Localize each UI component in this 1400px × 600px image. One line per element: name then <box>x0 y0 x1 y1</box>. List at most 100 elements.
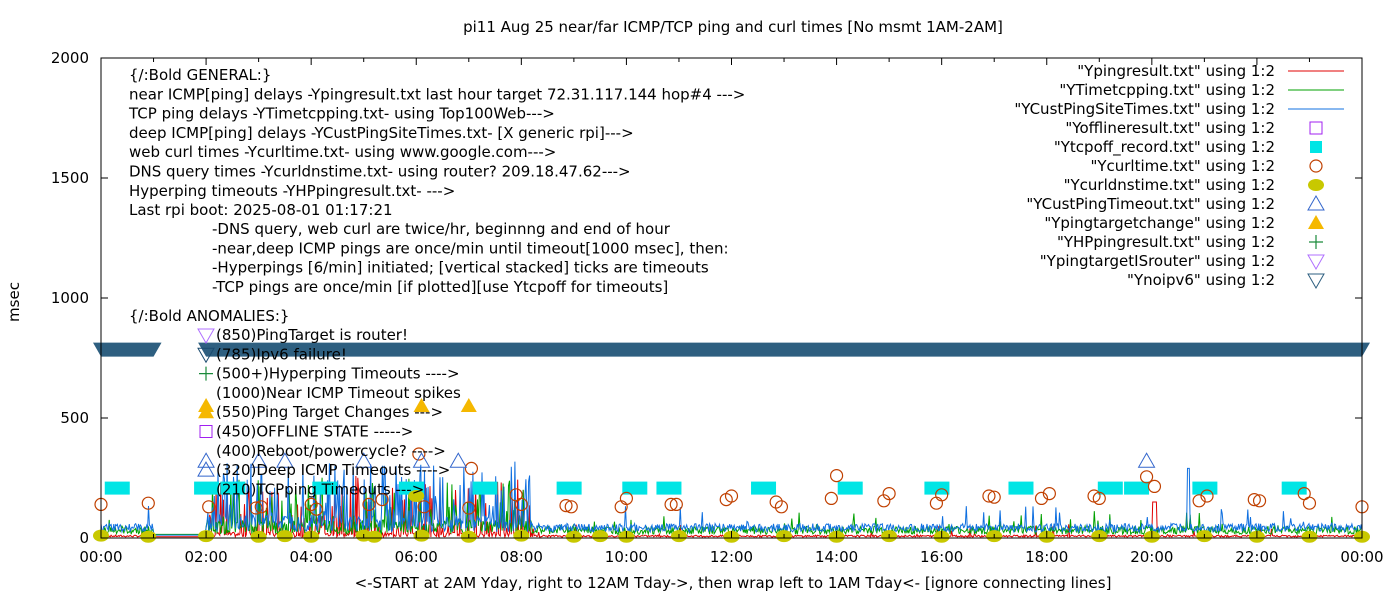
noipv6-band-segment <box>198 342 1370 357</box>
data-point-5 <box>375 493 389 507</box>
data-point-5 <box>249 501 263 515</box>
series-line-2 <box>100 461 1363 536</box>
anomaly-marker <box>197 347 215 364</box>
annotation-general: Last rpi boot: 2025-08-01 01:17:21 <box>129 201 393 219</box>
data-point-4 <box>656 481 682 495</box>
legend-marker <box>1309 159 1323 173</box>
data-point-5 <box>1302 496 1317 510</box>
data-point-5 <box>1192 494 1206 508</box>
anomaly-marker <box>197 328 215 345</box>
legend-label: "YCustPingTimeout.txt" using 1:2 <box>1026 195 1275 213</box>
noipv6-band-segment <box>93 342 162 357</box>
x-tick-label: 16:00 <box>920 548 963 566</box>
data-point-5 <box>774 500 789 514</box>
legend-marker <box>1308 179 1324 191</box>
data-point-6 <box>408 490 425 502</box>
annotation-note: -near,deep ICMP pings are once/min until… <box>212 239 729 257</box>
legend-label: "Yofflineresult.txt" using 1:2 <box>1065 119 1275 137</box>
data-point-4 <box>312 481 338 495</box>
data-point-6 <box>413 529 430 542</box>
data-point-6 <box>276 530 293 543</box>
legend-label: "Ynoipv6" using 1:2 <box>1127 271 1275 289</box>
annotation-anomalies-title: {/:Bold ANOMALIES:} <box>129 307 289 325</box>
data-point-5 <box>462 501 476 515</box>
annotation-anomaly: (785)Ipv6 failure! <box>216 345 347 363</box>
data-point-7 <box>412 452 431 468</box>
data-point-4 <box>1124 481 1150 495</box>
data-point-7 <box>1137 452 1156 468</box>
legend-label: "YHPpingresult.txt" using 1:2 <box>1057 233 1275 251</box>
data-point-4 <box>194 481 220 495</box>
data-point-7 <box>449 452 468 468</box>
annotation-anomaly: (850)PingTarget is router! <box>216 326 408 344</box>
legend-label: "Ytcpoff_record.txt" using 1:2 <box>1054 138 1275 157</box>
data-point-5 <box>1092 491 1106 505</box>
data-point-5 <box>619 491 634 505</box>
data-point-5 <box>1247 493 1261 507</box>
data-point-5 <box>417 500 431 514</box>
data-point-5 <box>769 495 783 509</box>
annotation-anomaly: (550)Ping Target Changes ---> <box>216 403 443 421</box>
data-point-5 <box>829 469 844 483</box>
data-point-5 <box>1042 487 1056 501</box>
data-point-6 <box>140 530 157 543</box>
axes: 0 500 1000 1500 2000 00:00 02:00 04:00 06:00 08:0… <box>51 49 1384 566</box>
annotation-anomaly: (210)TCPping Timeouts ---> <box>216 480 424 498</box>
legend-marker <box>1310 141 1322 153</box>
x-axis-label: <-START at 2AM Yday, right to 12AM Tday-… <box>355 574 1112 592</box>
data-point-5 <box>309 502 324 516</box>
annotation-anomaly: (400)Reboot/powercycle? ----> <box>216 442 446 460</box>
annotation-general: TCP ping delays -YTimetcpping.txt- using… <box>128 105 555 123</box>
data-point-5 <box>304 497 318 511</box>
legend-label: "Ypingtargetchange" using 1:2 <box>1044 214 1275 232</box>
legend-label: "YpingtargetISrouter" using 1:2 <box>1040 252 1275 270</box>
y-tick-label: 1000 <box>51 289 89 307</box>
data-point-4 <box>1281 481 1307 495</box>
x-tick-label: 08:00 <box>500 548 543 566</box>
legend-label: "Ycurltime.txt" using 1:2 <box>1090 157 1275 175</box>
y-tick-label: 500 <box>60 409 89 427</box>
x-tick-label: 18:00 <box>1025 548 1068 566</box>
x-tick-label: 00:00 <box>1340 548 1383 566</box>
anomaly-marker <box>199 366 213 381</box>
data-point-5 <box>1147 479 1162 493</box>
legend: "Ypingresult.txt" using 1:2"YTimetcpping… <box>1014 62 1322 289</box>
x-tick-label: 14:00 <box>815 548 858 566</box>
y-axis-label: msec <box>5 282 23 322</box>
x-tick-label: 22:00 <box>1235 548 1278 566</box>
data-point-7 <box>197 452 215 468</box>
annotation-note: -DNS query, web curl are twice/hr, begin… <box>212 220 671 238</box>
data-point-6 <box>366 530 383 543</box>
x-tick-label: 00:00 <box>79 548 122 566</box>
data-point-4 <box>104 481 130 495</box>
legend-label: "YCustPingSiteTimes.txt" using 1:2 <box>1014 100 1275 118</box>
chart-title: pi11 Aug 25 near/far ICMP/TCP ping and c… <box>463 18 1003 36</box>
x-tick-label: 02:00 <box>184 548 227 566</box>
data-point-5 <box>882 487 896 501</box>
data-point-4 <box>220 481 246 495</box>
annotation-general: near ICMP[ping] delays -Ypingresult.txt … <box>129 85 745 103</box>
data-point-5 <box>362 497 376 511</box>
data-point-5 <box>1200 489 1214 503</box>
x-tick-label: 10:00 <box>605 548 648 566</box>
anomaly-marker <box>197 461 215 477</box>
annotation-general: Hyperping timeouts -YHPpingresult.txt- -… <box>129 182 455 200</box>
annotation-general: deep ICMP[ping] delays -YCustPingSiteTim… <box>129 124 634 142</box>
data-point-8 <box>460 398 477 412</box>
x-tick-label: 04:00 <box>290 548 333 566</box>
data-point-4 <box>1008 481 1034 495</box>
data-point-5 <box>1139 470 1154 484</box>
data-point-5 <box>564 500 578 514</box>
data-point-5 <box>559 499 573 513</box>
annotation-anomaly: (500+)Hyperping Timeouts ----> <box>216 365 460 383</box>
annotation-anomaly: (1000)Near ICMP Timeout spikes <box>216 384 461 402</box>
data-point-5 <box>464 461 479 475</box>
data-point-5 <box>141 496 155 510</box>
annotation-general: DNS query times -Ycurldnstime.txt- using… <box>129 163 631 181</box>
x-tick-label: 06:00 <box>395 548 438 566</box>
data-point-5 <box>877 494 891 508</box>
y-tick-label: 0 <box>79 529 89 547</box>
data-point-4 <box>622 481 648 495</box>
legend-marker <box>1307 194 1325 211</box>
